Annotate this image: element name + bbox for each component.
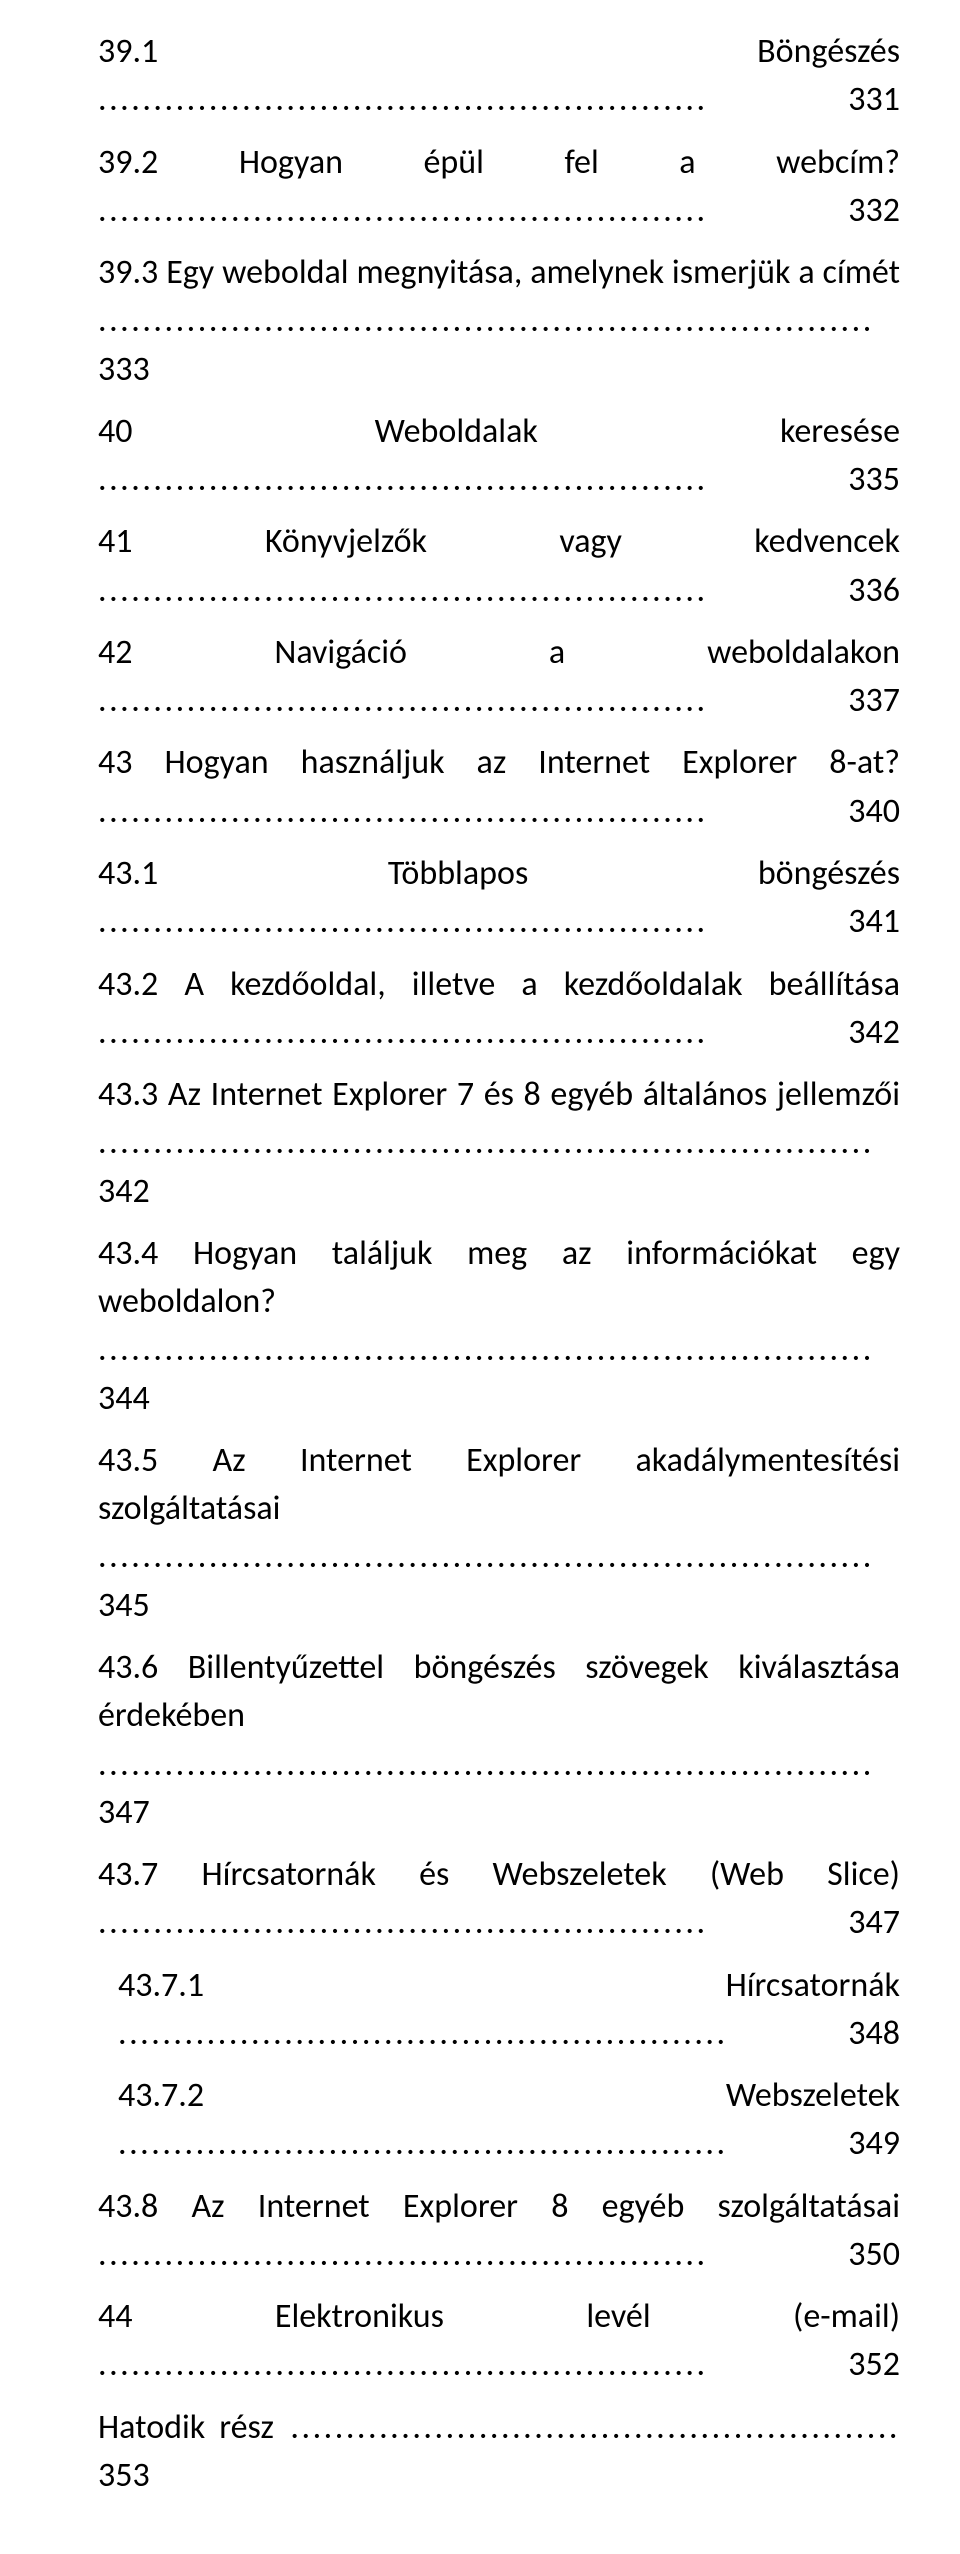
toc-entry: 43.5 Az Internet Explorer akadálymentesí… [98, 1437, 900, 1630]
toc-page-number: 332 [848, 190, 900, 231]
toc-page-number: 344 [98, 1378, 150, 1419]
toc-page-number: 340 [848, 791, 900, 832]
toc-title: 44 Elektronikus levél (e-mail) [98, 2296, 900, 2337]
toc-leader-dots: ........................................… [98, 190, 848, 231]
toc-title: 43 Hogyan használjuk az Internet Explore… [98, 742, 900, 783]
toc-entry: 43.2 A kezdőoldal, illetve a kezdőoldala… [98, 961, 900, 1058]
toc-page-number: 341 [848, 901, 900, 942]
toc-entry: 43 Hogyan használjuk az Internet Explore… [98, 739, 900, 836]
toc-entry: 43.3 Az Internet Explorer 7 és 8 egyéb á… [98, 1071, 900, 1216]
toc-leader-dots: ........................................… [98, 1902, 848, 1943]
toc-title: 43.7 Hírcsatornák és Webszeletek (Web Sl… [98, 1854, 900, 1895]
toc-page: 39.1 Böngészés .........................… [0, 0, 960, 2554]
toc-leader-dots: ........................................… [98, 901, 848, 942]
toc-leader-dots: ........................................… [98, 2234, 848, 2275]
toc-title: 40 Weboldalak keresése [98, 411, 900, 452]
toc-entry: 44 Elektronikus levél (e-mail) .........… [98, 2293, 900, 2390]
toc-entry: 43.7.2 Webszeletek .....................… [98, 2072, 900, 2169]
toc-leader-dots: ........................................… [118, 2013, 848, 2054]
toc-page-number: 350 [848, 2234, 900, 2275]
toc-entry: 42 Navigáció a weboldalakon ............… [98, 629, 900, 726]
toc-page-number: 352 [848, 2344, 900, 2385]
toc-title: 43.7.2 Webszeletek [118, 2075, 900, 2116]
toc-leader-dots: ........................................… [98, 459, 848, 500]
toc-leader-dots: ........................................… [98, 1012, 848, 1053]
toc-title: 39.2 Hogyan épül fel a webcím? [98, 142, 900, 183]
toc-title: Hatodik rész [98, 2407, 274, 2448]
toc-leader-dots: ........................................… [98, 1536, 874, 1577]
toc-entry: 43.7.1 Hírcsatornák ....................… [98, 1962, 900, 2059]
toc-page-number: 345 [98, 1585, 150, 1626]
toc-page-number: 335 [848, 459, 900, 500]
toc-title: 41 Könyvjelzők vagy kedvencek [98, 521, 900, 562]
toc-leader-dots: ........................................… [98, 570, 848, 611]
toc-page-number: 348 [848, 2013, 900, 2054]
toc-leader-dots: ........................................… [118, 2123, 848, 2164]
toc-page-number: 353 [98, 2455, 150, 2496]
toc-entry: 39.2 Hogyan épül fel a webcím? .........… [98, 139, 900, 236]
toc-page-number: 347 [848, 1902, 900, 1943]
toc-page-number: 349 [848, 2123, 900, 2164]
toc-leader-dots: ........................................… [98, 79, 848, 120]
toc-page-number: 347 [98, 1792, 150, 1833]
toc-title: 43.5 Az Internet Explorer akadálymentesí… [98, 1440, 908, 1529]
toc-page-number: 342 [98, 1171, 150, 1212]
toc-title: 43.2 A kezdőoldal, illetve a kezdőoldala… [98, 964, 900, 1005]
toc-entry: 43.1 Többlapos böngészés ...............… [98, 850, 900, 947]
toc-page-number: 342 [848, 1012, 900, 1053]
toc-title: 43.1 Többlapos böngészés [98, 853, 900, 894]
toc-page-number: 331 [848, 79, 900, 120]
toc-leader-dots: ........................................… [98, 1744, 874, 1785]
toc-page-number: 336 [848, 570, 900, 611]
toc-title: 43.6 Billentyűzettel böngészés szövegek … [98, 1647, 908, 1736]
toc-title: 39.1 Böngészés [98, 31, 900, 72]
toc-page-number: 337 [848, 680, 900, 721]
toc-leader-dots: ........................................… [274, 2407, 900, 2448]
toc-entry: Hatodik rész ...........................… [98, 2404, 900, 2501]
toc-page-number: 333 [98, 349, 150, 390]
toc-entry: 41 Könyvjelzők vagy kedvencek ..........… [98, 518, 900, 615]
toc-title: 39.3 Egy weboldal megnyitása, amelynek i… [98, 252, 900, 293]
toc-title: 42 Navigáció a weboldalakon [98, 632, 900, 673]
toc-entry: 43.6 Billentyűzettel böngészés szövegek … [98, 1644, 900, 1837]
toc-leader-dots: ........................................… [98, 1329, 874, 1370]
toc-entry: 39.3 Egy weboldal megnyitása, amelynek i… [98, 249, 900, 394]
toc-title: 43.3 Az Internet Explorer 7 és 8 egyéb á… [98, 1074, 900, 1115]
toc-entry: 43.4 Hogyan találjuk meg az információka… [98, 1230, 900, 1423]
toc-leader-dots: ........................................… [98, 2344, 848, 2385]
toc-leader-dots: ........................................… [98, 1122, 874, 1163]
toc-leader-dots: ........................................… [98, 680, 848, 721]
toc-leader-dots: ........................................… [98, 300, 874, 341]
toc-entry: 39.1 Böngészés .........................… [98, 28, 900, 125]
toc-leader-dots: ........................................… [98, 791, 848, 832]
toc-title: 43.4 Hogyan találjuk meg az információka… [98, 1233, 908, 1322]
toc-entry: 40 Weboldalak keresése .................… [98, 408, 900, 505]
toc-entry: 43.8 Az Internet Explorer 8 egyéb szolgá… [98, 2183, 900, 2280]
toc-entry: 43.7 Hírcsatornák és Webszeletek (Web Sl… [98, 1851, 900, 1948]
toc-title: 43.8 Az Internet Explorer 8 egyéb szolgá… [98, 2186, 900, 2227]
toc-title: 43.7.1 Hírcsatornák [118, 1965, 900, 2006]
